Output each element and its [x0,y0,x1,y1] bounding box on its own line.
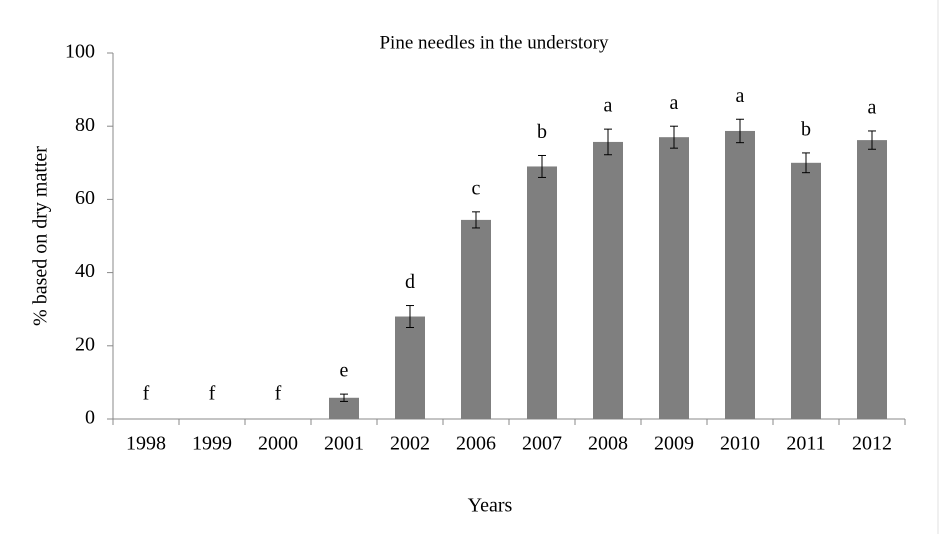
error-bar [406,305,414,328]
x-tick-label: 2009 [654,433,694,455]
bar [593,141,623,420]
x-tick-label: 2002 [390,433,430,455]
significance-letter: f [275,383,282,405]
error-bar [670,125,678,149]
y-tick-label: 40 [75,260,95,282]
bar [329,397,359,419]
bar [461,219,491,419]
significance-letter: a [604,95,613,117]
bar [659,137,689,419]
y-tick-label: 0 [85,407,95,429]
error-bar [604,128,612,156]
y-tick-label: 20 [75,333,95,355]
bar [857,140,887,419]
y-tick-label: 60 [75,187,95,209]
error-bar [868,130,876,150]
significance-letter: c [472,177,481,199]
x-axis-label: Years [468,495,513,517]
x-tick-label: 2010 [720,433,760,455]
x-tick-label: 2006 [456,433,496,455]
significance-letter: a [670,92,679,114]
x-tick-label: 2001 [324,433,364,455]
significance-letter: e [340,360,349,382]
y-tick-label: 100 [65,41,95,63]
significance-letter: b [801,119,811,141]
significance-letter: b [537,121,547,143]
y-axis-label: % based on dry matter [30,146,52,326]
x-tick-label: 2008 [588,433,628,455]
bar [725,130,755,419]
x-tick-label: 2000 [258,433,298,455]
x-tick-label: 1999 [192,433,232,455]
error-bar [472,211,480,229]
error-bar [340,393,348,402]
x-tick-label: 1998 [126,433,166,455]
significance-letter: a [736,85,745,107]
error-bar [802,152,810,174]
bar [527,166,557,419]
error-bar [736,118,744,144]
chart-title: Pine needles in the understory [379,32,609,53]
error-bar [538,154,546,178]
bar [791,162,821,420]
significance-letter: f [143,383,150,405]
significance-letter: a [868,97,877,119]
x-tick-label: 2011 [786,433,825,455]
bar [395,316,425,419]
x-tick-label: 2012 [852,433,892,455]
significance-letter: d [405,271,415,293]
significance-letter: f [209,383,216,405]
y-tick-label: 80 [75,114,95,136]
x-tick-label: 2007 [522,433,562,455]
